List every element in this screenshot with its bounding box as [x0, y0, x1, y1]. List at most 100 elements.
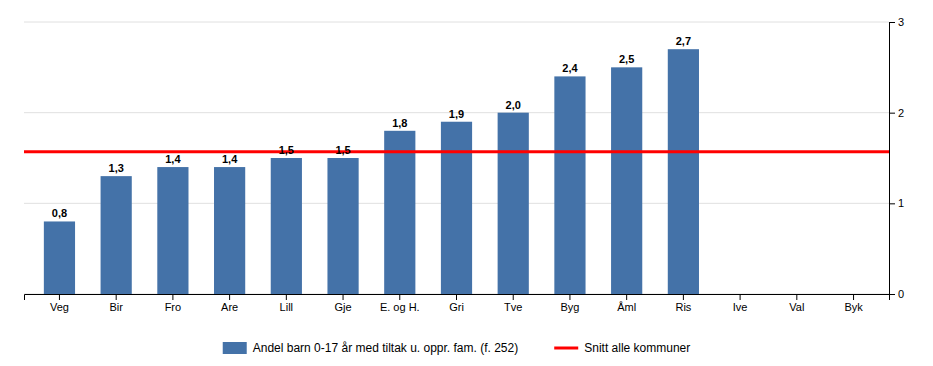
legend-item: Andel barn 0-17 år med tiltak u. oppr. f… — [223, 341, 518, 355]
y-tick-mark — [889, 203, 895, 204]
bar — [611, 67, 642, 294]
x-tick-label: Tve — [504, 301, 522, 313]
data-label: 1,4 — [165, 153, 181, 165]
bar — [725, 294, 756, 295]
x-tick-label: Gje — [334, 301, 351, 313]
x-tick-label: Veg — [50, 301, 69, 313]
y-tick-label: 0 — [898, 288, 904, 300]
x-tick: Byg — [560, 294, 579, 313]
data-label: 1,5 — [279, 144, 294, 156]
legend-label: Snitt alle kommuner — [584, 341, 690, 355]
x-tick-label: Ive — [733, 301, 748, 313]
bar — [44, 221, 75, 294]
x-tick: Val — [789, 294, 804, 313]
x-tick-mark — [286, 294, 287, 300]
x-tick: Fro — [165, 294, 182, 313]
plot: 0,8 1,3 1,4 1,4 1,5 1,5 1,8 1,9 2,0 2,4 2,5 2,7 Veg B… — [24, 16, 904, 313]
x-tick: Gje — [334, 294, 351, 313]
x-tick-label: Bir — [109, 301, 123, 313]
y-tick-mark — [889, 113, 895, 114]
data-label: 2,4 — [562, 62, 578, 74]
x-tick: E. og H. — [380, 294, 420, 313]
x-tick-mark — [740, 294, 741, 300]
data-label: 1,3 — [109, 162, 124, 174]
data-label: 1,4 — [222, 153, 238, 165]
x-tick: Gri — [449, 294, 464, 313]
bar — [441, 122, 472, 294]
x-tick: Veg — [50, 294, 69, 313]
y-tick: 0 — [889, 288, 904, 300]
reference-line — [24, 150, 889, 153]
data-label: 1,9 — [449, 108, 464, 120]
bar — [271, 158, 302, 294]
legend-label: Andel barn 0-17 år med tiltak u. oppr. f… — [253, 341, 518, 355]
y-tick-label: 3 — [898, 16, 904, 28]
x-tick-mark — [513, 294, 514, 300]
bar — [554, 76, 585, 294]
y-axis-line — [890, 23, 896, 295]
bar — [101, 176, 132, 294]
legend-item: Snitt alle kommuner — [554, 341, 690, 355]
x-tick: Lill — [280, 294, 293, 313]
y-tick-label: 1 — [898, 197, 904, 209]
y-tick: 3 — [889, 16, 904, 28]
x-tick: Ive — [733, 294, 748, 313]
legend: Andel barn 0-17 år med tiltak u. oppr. f… — [223, 341, 691, 355]
bar — [668, 49, 699, 294]
y-tick-label: 2 — [898, 107, 904, 119]
x-tick-mark — [59, 294, 60, 300]
x-tick-mark — [343, 294, 344, 300]
grid — [24, 22, 889, 294]
y-tick: 2 — [889, 107, 904, 119]
x-tick-mark — [229, 294, 230, 300]
x-tick-label: Byk — [844, 301, 863, 313]
bar — [384, 131, 415, 294]
x-tick-label: Are — [221, 301, 238, 313]
marks — [24, 49, 889, 294]
x-tick-mark — [116, 294, 117, 300]
bar-series — [44, 49, 699, 294]
data-label: 0,8 — [52, 207, 67, 219]
x-tick: Åml — [617, 294, 636, 313]
legend-swatch — [554, 347, 578, 350]
x-tick-label: Byg — [560, 301, 579, 313]
data-label: 2,7 — [676, 35, 691, 47]
data-label: 1,8 — [392, 117, 407, 129]
x-tick-label: Lill — [280, 301, 293, 313]
x-tick-mark — [172, 294, 173, 300]
bar — [498, 113, 529, 294]
bar — [838, 294, 869, 295]
x-tick-mark — [796, 294, 797, 300]
x-tick-mark — [456, 294, 457, 300]
data-label: 2,5 — [619, 53, 634, 65]
x-tick-mark — [683, 294, 684, 300]
y-tick: 1 — [889, 197, 904, 209]
x-tick-label: Ris — [675, 301, 691, 313]
x-tick-label: Gri — [449, 301, 464, 313]
x-tick-mark — [569, 294, 570, 300]
x-tick-label: Fro — [165, 301, 182, 313]
x-tick-label: Åml — [617, 301, 636, 313]
grid-line — [24, 22, 889, 23]
x-tick: Ris — [675, 294, 691, 313]
data-label: 1,5 — [335, 144, 350, 156]
x-tick: Tve — [504, 294, 522, 313]
x-tick-label: E. og H. — [380, 301, 420, 313]
x-axis: Veg Bir Fro Are Lill Gje E. og H. Gri Tve Byg Åml R… — [25, 294, 890, 313]
y-tick-mark — [889, 22, 895, 23]
data-labels: 0,8 1,3 1,4 1,4 1,5 1,5 1,8 1,9 2,0 2,4 2,5 2,7 — [52, 35, 691, 219]
chart: 0,8 1,3 1,4 1,4 1,5 1,5 1,8 1,9 2,0 2,4 2,5 2,7 Veg B… — [0, 0, 933, 366]
bar — [214, 167, 245, 294]
bar — [157, 167, 188, 294]
x-tick-mark — [853, 294, 854, 300]
x-tick: Are — [221, 294, 238, 313]
x-axis-line — [25, 295, 890, 301]
x-tick: Byk — [844, 294, 863, 313]
x-tick-label: Val — [789, 301, 804, 313]
y-tick-mark — [889, 294, 895, 295]
y-axis: 0 1 2 3 — [889, 16, 904, 300]
bar — [327, 158, 358, 294]
data-label: 2,0 — [506, 99, 521, 111]
x-tick-mark — [626, 294, 627, 300]
bar — [781, 294, 812, 295]
